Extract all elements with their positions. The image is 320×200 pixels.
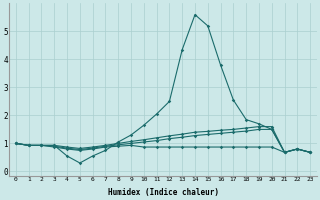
X-axis label: Humidex (Indice chaleur): Humidex (Indice chaleur) [108,188,219,197]
